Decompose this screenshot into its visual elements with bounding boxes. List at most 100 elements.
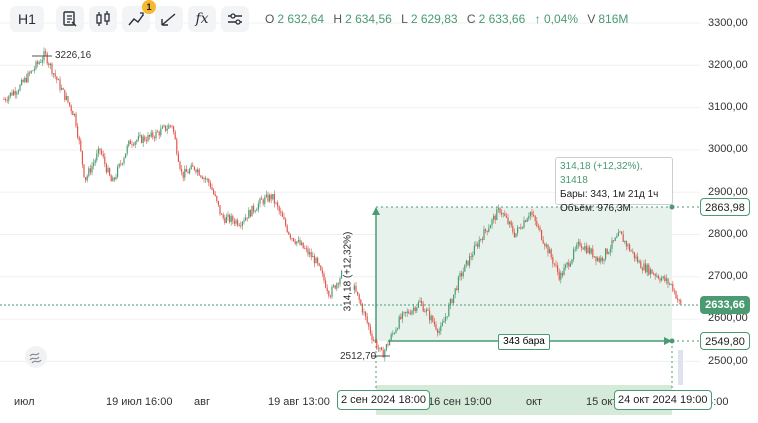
candle-body: [448, 305, 450, 317]
candle-body: [613, 240, 615, 242]
candle-body: [17, 90, 19, 93]
candle-body: [57, 79, 59, 81]
candle-body: [673, 290, 675, 292]
candle-body: [86, 175, 88, 181]
candle-body: [253, 205, 255, 212]
candle-body: [269, 194, 271, 202]
candle-body: [549, 249, 551, 254]
y-tick: 2500,00: [708, 355, 748, 367]
candle-body: [521, 227, 523, 229]
candle-body: [422, 303, 424, 312]
candle-body: [606, 248, 608, 254]
candle-body: [363, 311, 365, 313]
candle-body: [501, 212, 503, 215]
candle-body: [366, 316, 368, 323]
candle-body: [665, 278, 667, 281]
candle-body: [385, 344, 387, 350]
candle-body: [387, 344, 389, 346]
candle-body: [305, 248, 307, 250]
candle-body: [147, 135, 149, 142]
x-tick: 19 июл 16:00: [106, 396, 173, 408]
candle-body: [641, 268, 643, 271]
candle-body: [569, 263, 571, 267]
settings-sliders-icon[interactable]: [221, 6, 249, 32]
drawing-icon[interactable]: [155, 6, 183, 32]
candle-body: [73, 113, 75, 116]
interval-button[interactable]: H1: [10, 6, 44, 32]
indicators-icon[interactable]: 1: [122, 0, 156, 32]
y-tick: 3100,00: [708, 101, 748, 113]
candle-body: [657, 275, 659, 279]
candle-body: [395, 329, 397, 333]
candle-body: [517, 227, 519, 234]
candle-body: [224, 218, 226, 223]
candle-body: [37, 61, 39, 64]
candle-body: [565, 264, 567, 268]
candle-body: [136, 140, 138, 142]
candle-body: [77, 126, 79, 138]
candle-body: [294, 241, 296, 244]
candle-body: [232, 216, 234, 222]
candle-body: [240, 225, 242, 227]
candle-body: [333, 285, 335, 287]
script-editor-icon[interactable]: [56, 6, 84, 32]
candle-body: [329, 295, 331, 297]
candle-body: [403, 312, 405, 313]
low-annotation: 2512,70: [340, 351, 377, 362]
candle-body: [384, 349, 386, 358]
candle-body: [304, 248, 306, 250]
candle-body: [221, 214, 223, 215]
candle-body: [640, 261, 642, 269]
candle-body: [603, 258, 605, 261]
candle-body: [110, 175, 112, 182]
candle-body: [563, 267, 565, 276]
bars-arrow-head: [664, 337, 672, 345]
candle-body: [552, 257, 554, 264]
candle-body: [480, 238, 482, 240]
candle-body: [558, 271, 560, 280]
candle-body: [145, 140, 147, 142]
candle-body: [51, 63, 53, 74]
candle-body: [208, 179, 210, 183]
candle-body: [371, 333, 373, 340]
candle-body: [230, 216, 232, 223]
candle-body: [54, 73, 56, 77]
candle-body: [211, 187, 213, 190]
bars-count-label: 343 бара: [498, 334, 550, 350]
candle-body: [656, 275, 658, 277]
range-shade: [376, 207, 672, 341]
candle-body: [201, 176, 203, 179]
candle-body: [579, 241, 581, 247]
candle-body: [438, 331, 440, 333]
candle-body: [649, 269, 651, 275]
candle-body: [632, 251, 634, 253]
candle-body: [609, 248, 611, 253]
candle-body: [16, 92, 18, 95]
fx-icon[interactable]: fx: [188, 6, 216, 32]
candle-body: [91, 165, 93, 173]
candle-body: [157, 131, 159, 133]
candle-body: [629, 244, 631, 251]
candle-body: [376, 341, 378, 349]
candle-body: [24, 77, 26, 82]
candle-body: [181, 169, 183, 172]
candle-body: [150, 132, 152, 137]
candle-body: [574, 248, 576, 250]
candles-icon[interactable]: [89, 6, 117, 32]
candle-body: [592, 248, 594, 258]
candle-body: [653, 273, 655, 275]
candle-body: [192, 165, 194, 167]
candle-body: [528, 216, 530, 219]
candle-body: [318, 263, 320, 266]
candle-body: [401, 312, 403, 319]
candle-body: [6, 100, 8, 102]
candle-body: [353, 285, 355, 290]
candle-body: [459, 273, 461, 277]
candle-body: [377, 348, 379, 350]
candle-body: [624, 241, 626, 242]
candle-body: [581, 246, 583, 249]
toolbar: H1 1 fx: [0, 0, 700, 40]
range-end-time-tag: 24 окт 2024 19:00: [614, 390, 712, 410]
candle-body: [598, 257, 600, 262]
candle-body: [315, 257, 317, 264]
